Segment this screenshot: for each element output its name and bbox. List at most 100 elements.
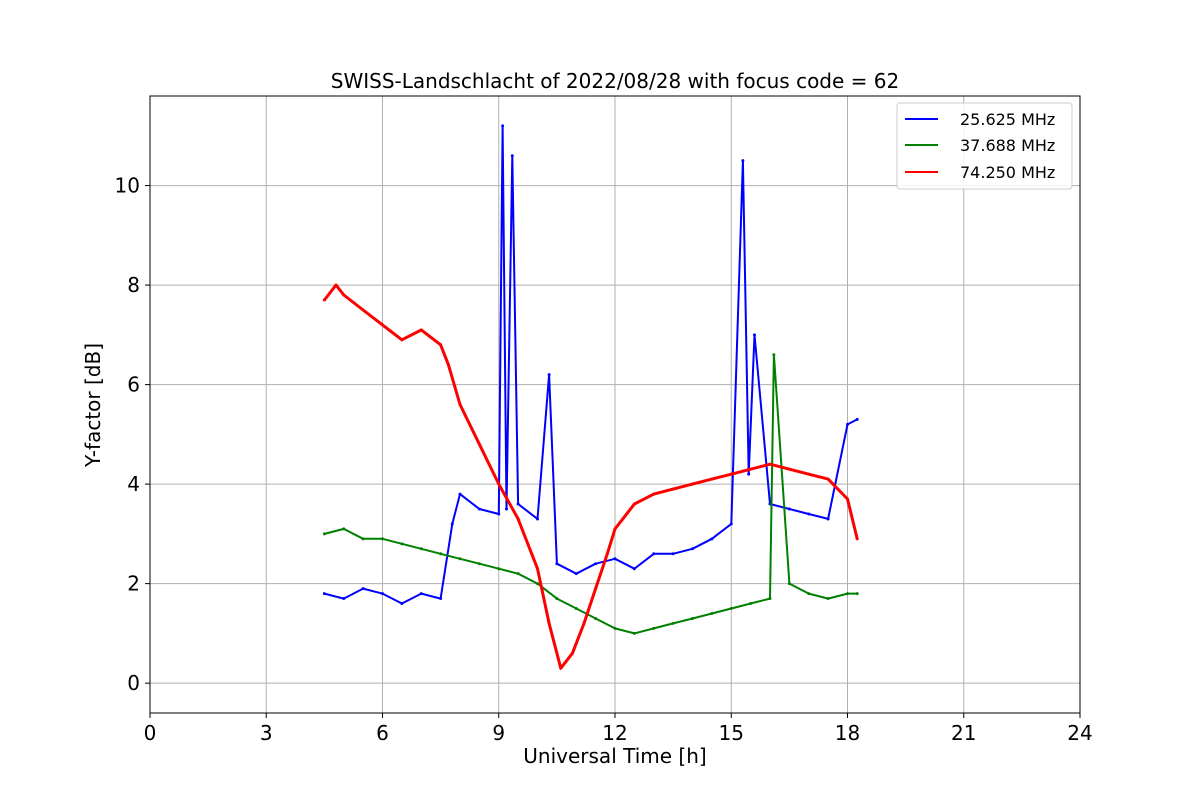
series-1-point: [855, 417, 859, 421]
x-tick-label: 3: [260, 721, 273, 745]
series-2-point: [400, 542, 404, 546]
series-1-point: [536, 517, 539, 521]
plot-area: [322, 124, 859, 670]
series-1-point: [505, 507, 508, 511]
series-1-point: [322, 592, 326, 596]
series-1-point: [710, 537, 714, 541]
series-1-point: [510, 154, 514, 158]
y-axis-label: Y-factor [dB]: [81, 343, 105, 468]
series-1-point: [439, 597, 443, 601]
series-1-point: [753, 333, 756, 337]
series-1-point: [787, 507, 791, 511]
series-2-point: [458, 557, 462, 561]
series-3-point: [787, 467, 791, 471]
series-1-point: [691, 547, 694, 551]
x-tick-label: 12: [602, 721, 627, 745]
series-2-point: [632, 631, 636, 635]
series-3-point: [570, 651, 574, 655]
x-tick-label: 21: [951, 721, 976, 745]
series-1-point: [501, 124, 505, 128]
y-tick-label: 4: [127, 472, 140, 496]
x-tick-label: 6: [376, 721, 389, 745]
series-1-point: [342, 597, 346, 601]
series-1-point: [807, 512, 811, 516]
series-3-point: [826, 477, 830, 481]
series-3-point: [749, 467, 753, 471]
series-2-point: [613, 626, 617, 630]
series-2-point: [555, 597, 559, 601]
y-tick-label: 6: [127, 373, 140, 397]
series-1-point: [497, 512, 501, 516]
series-3-point: [671, 487, 675, 491]
series-1-point: [594, 562, 598, 566]
series-1-point: [729, 522, 733, 526]
series-3-point: [547, 621, 551, 625]
series-2-point: [536, 582, 539, 586]
series-2-point: [749, 602, 753, 606]
series-2-point: [652, 626, 656, 630]
series-line-2: [324, 353, 858, 635]
series-2-point: [729, 607, 733, 611]
x-tick-label: 15: [719, 721, 744, 745]
series-1-point: [547, 373, 551, 377]
y-tick-label: 8: [127, 273, 140, 297]
series-line-1: [324, 124, 858, 605]
series-2-point: [497, 567, 501, 571]
series-1-point: [652, 552, 656, 556]
series-3-point: [613, 527, 617, 531]
series-3-point: [342, 293, 346, 297]
series-3-point: [605, 552, 609, 556]
legend-label-series-2: 37.688 MHz: [960, 136, 1055, 155]
series-1-point: [741, 159, 745, 163]
series-2-point: [772, 353, 776, 357]
series-2-point: [516, 572, 520, 576]
series-1-point: [613, 557, 617, 561]
legend-label-series-1: 25.625 MHz: [960, 110, 1055, 129]
series-1-point: [477, 507, 481, 511]
legend-box: [896, 102, 1073, 190]
series-3-point: [446, 363, 450, 367]
series-2-point: [574, 607, 578, 611]
series-3-point: [536, 567, 539, 571]
series-3-point: [855, 537, 859, 541]
series-3-point: [632, 502, 636, 506]
series-2-point: [361, 537, 365, 541]
series-3-point: [477, 442, 481, 446]
series-2-point: [855, 592, 859, 596]
series-3-point: [516, 517, 520, 521]
series-2-point: [787, 582, 791, 586]
x-tick-label: 18: [835, 721, 860, 745]
series-3-point: [322, 298, 326, 302]
series-3-point: [559, 666, 563, 670]
series-2-point: [342, 527, 346, 531]
y-tick-label: 10: [115, 174, 140, 198]
series-1-point: [419, 592, 423, 596]
series-3-point: [334, 283, 338, 287]
series-1-point: [747, 472, 751, 476]
legend-label-series-3: 74.250 MHz: [960, 163, 1055, 182]
series-1-point: [846, 422, 849, 426]
series-2-point: [826, 597, 830, 601]
series-3-point: [768, 462, 772, 466]
series-1-point: [516, 502, 520, 506]
series-1-point: [574, 572, 578, 576]
series-1-point: [632, 567, 636, 571]
series-3-point: [419, 328, 423, 332]
series-2-point: [594, 616, 598, 620]
series-1-point: [671, 552, 675, 556]
series-2-point: [439, 552, 443, 556]
series-2-point: [846, 592, 849, 596]
chart-title: SWISS-Landschlacht of 2022/08/28 with fo…: [331, 69, 899, 93]
series-3-point: [729, 472, 733, 476]
series-1-point: [361, 587, 365, 591]
x-tick-label: 24: [1067, 721, 1092, 745]
series-3-point: [846, 497, 849, 501]
series-3-point: [691, 482, 694, 486]
series-3-point: [497, 482, 501, 486]
series-3-point: [582, 621, 586, 625]
series-2-point: [322, 532, 326, 536]
x-axis-label: Universal Time [h]: [523, 744, 706, 768]
series-1-point: [555, 562, 559, 566]
